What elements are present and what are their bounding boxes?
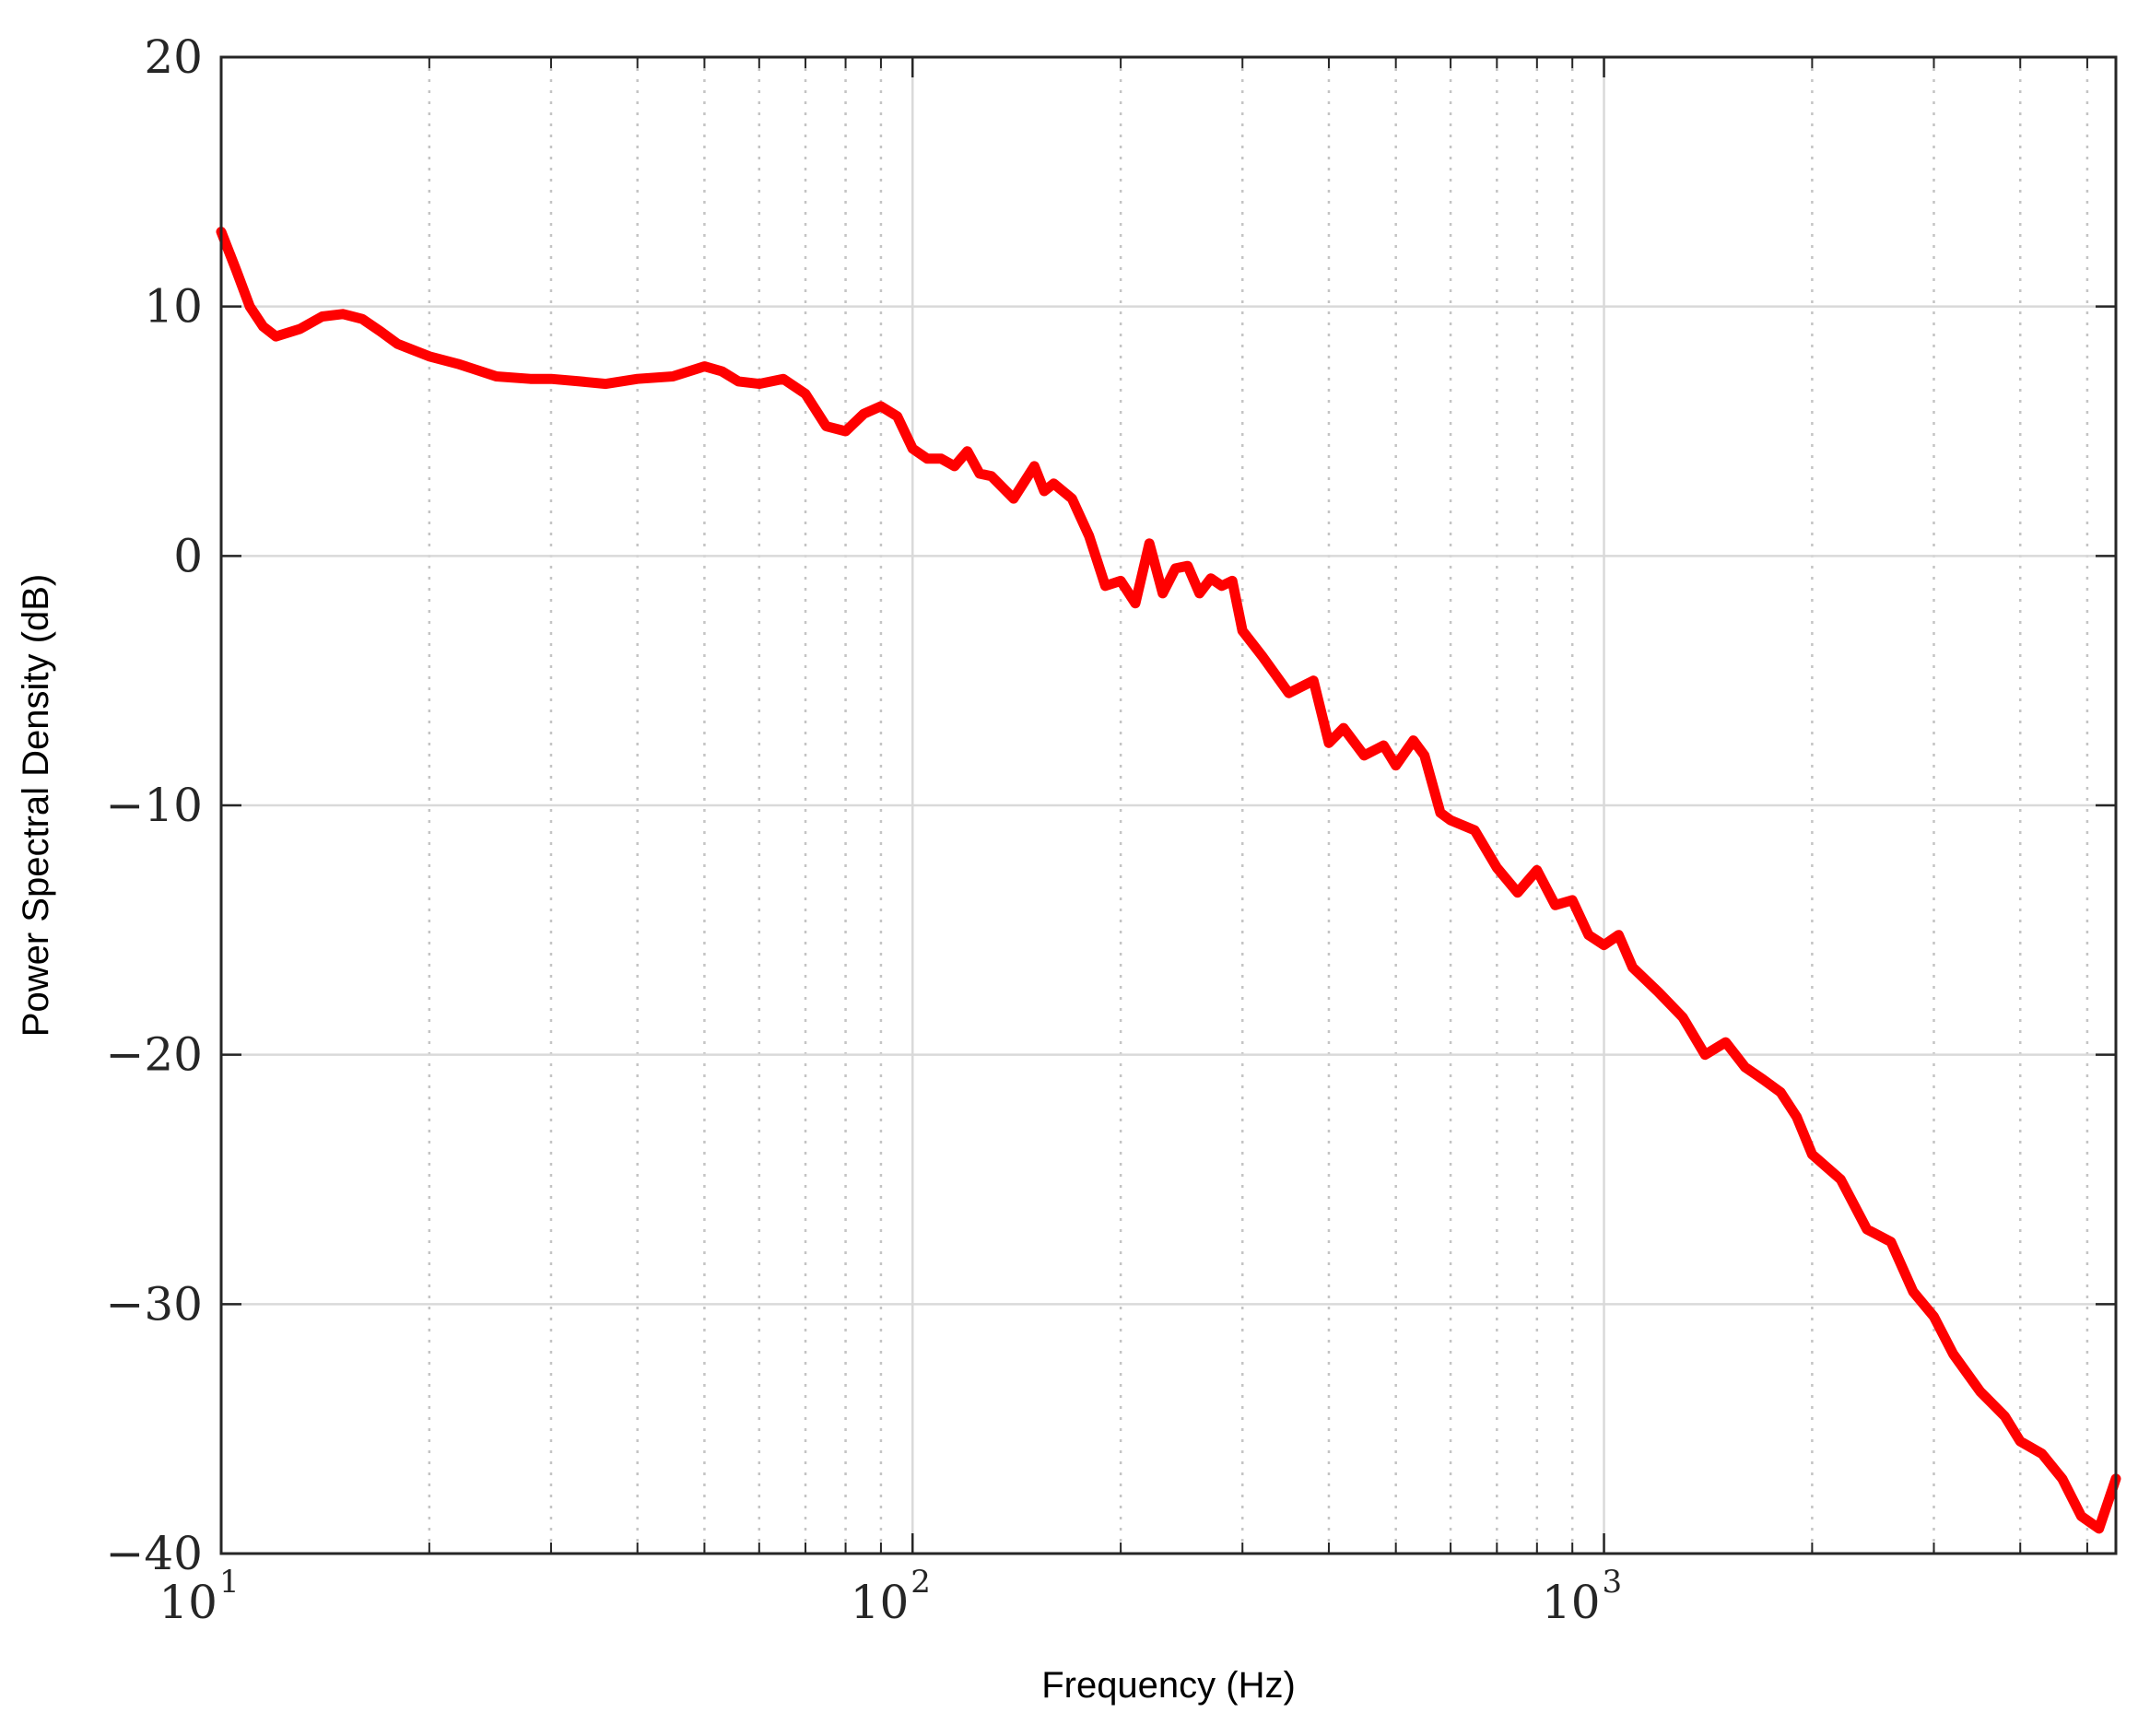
x-axis-label: Frequency (Hz): [1041, 1665, 1296, 1706]
x-tick-label-exponent: 1: [219, 1564, 240, 1601]
y-tick-label: −20: [105, 1028, 203, 1082]
y-tick-label: 10: [144, 280, 203, 334]
y-tick-label: −10: [105, 779, 203, 832]
x-tick-label-base: 10: [159, 1576, 217, 1629]
x-tick-label-base: 10: [1542, 1576, 1601, 1629]
tick-marks: [219, 55, 2116, 1555]
series-layer: [216, 227, 2121, 1534]
y-axis-label: Power Spectral Density (dB): [16, 574, 56, 1037]
y-tick-label: 0: [173, 529, 203, 582]
y-tick-label: −40: [105, 1527, 203, 1580]
y-tick-label: 20: [144, 30, 203, 84]
series-line-0: [216, 227, 2121, 1534]
y-tick-label: −30: [105, 1277, 203, 1331]
x-tick-label-base: 10: [851, 1576, 910, 1629]
x-tick-label-exponent: 2: [910, 1564, 931, 1601]
x-tick-label-exponent: 3: [1603, 1564, 1623, 1601]
grid-lines: [221, 57, 2116, 1554]
